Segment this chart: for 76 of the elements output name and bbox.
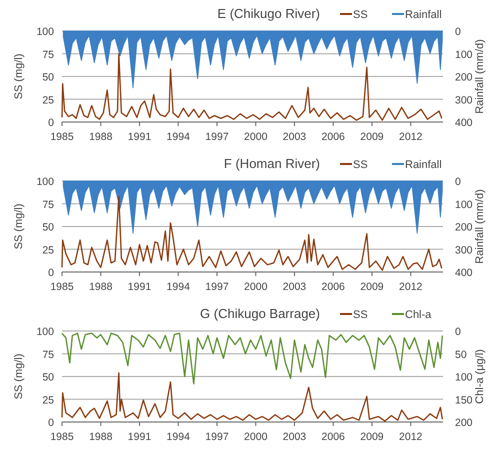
x-tick-label: 1997: [205, 281, 229, 293]
x-tick-label: 2006: [322, 281, 346, 293]
y-tick-label: 25: [42, 394, 54, 406]
chart-title: G (Chikugo Barrage): [200, 306, 320, 321]
x-tick-label: 2009: [360, 131, 384, 143]
y2-tick-label: 300: [455, 94, 473, 106]
y2-tick-label: 300: [455, 244, 473, 256]
y-tick-label: 75: [42, 198, 54, 211]
x-tick-label: 1994: [166, 431, 190, 443]
x-tick-label: 1991: [128, 431, 152, 443]
x-tick-label: 2003: [282, 131, 306, 143]
y2-axis-title: Rainfall (mm/d): [474, 189, 486, 264]
legend-label: SS: [353, 9, 368, 21]
y-tick-label: 50: [42, 72, 54, 84]
legend-label: Chl-a: [405, 309, 432, 321]
y-tick-label: 25: [42, 94, 54, 106]
x-tick-label: 2003: [282, 431, 306, 443]
y-axis-title: SS (mg/l): [13, 204, 25, 250]
y2-tick-label: 200: [455, 72, 473, 84]
x-tick-label: 1985: [50, 131, 74, 143]
line-series: [61, 332, 444, 384]
y2-tick-label: 400: [455, 117, 473, 129]
y-tick-label: 100: [36, 26, 54, 38]
x-tick-label: 1997: [205, 431, 229, 443]
legend-label: Rainfall: [405, 159, 442, 171]
x-tick-label: 2006: [322, 431, 346, 443]
y-tick-label: 50: [42, 222, 54, 234]
x-tick-label: 2009: [360, 431, 384, 443]
x-tick-label: 1988: [89, 281, 113, 293]
y2-tick-label: 100: [455, 48, 473, 61]
y2-tick-label: 100: [455, 198, 473, 211]
x-tick-label: 1988: [89, 131, 113, 143]
y-tick-label: 100: [36, 176, 54, 188]
y2-tick-label: 0: [455, 176, 461, 188]
x-tick-label: 2000: [244, 431, 268, 443]
y-tick-label: 0: [48, 117, 54, 129]
y-tick-label: 75: [42, 48, 54, 61]
legend-label: SS: [353, 309, 368, 321]
x-tick-label: 2003: [282, 281, 306, 293]
x-tick-label: 2012: [399, 431, 423, 443]
y2-tick-label: 100: [455, 372, 473, 384]
legend-label: SS: [353, 159, 368, 171]
x-tick-label: 1997: [205, 131, 229, 143]
x-tick-label: 1991: [128, 281, 152, 293]
y2-tick-label: 400: [455, 267, 473, 279]
y2-tick-label: 50: [455, 348, 467, 361]
legend-label: Rainfall: [405, 9, 442, 21]
y2-tick-label: 0: [455, 26, 461, 38]
x-tick-label: 2000: [244, 281, 268, 293]
y-tick-label: 0: [48, 267, 54, 279]
y-tick-label: 25: [42, 244, 54, 256]
y-axis-title: SS (mg/l): [13, 354, 25, 400]
x-tick-label: 2000: [244, 131, 268, 143]
x-tick-label: 1985: [50, 431, 74, 443]
x-tick-label: 2012: [399, 131, 423, 143]
y2-tick-label: 200: [455, 222, 473, 234]
y-tick-label: 75: [42, 348, 54, 361]
y2-tick-label: 0: [455, 326, 461, 338]
x-tick-label: 1985: [50, 281, 74, 293]
y2-axis-title: Rainfall (mm/d): [474, 39, 486, 114]
x-tick-label: 1994: [166, 131, 190, 143]
y2-axis-title: Chl-a (μg/l): [474, 349, 486, 404]
y2-tick-label: 200: [455, 417, 473, 429]
y2-tick-label: 150: [455, 394, 473, 406]
x-tick-label: 2009: [360, 281, 384, 293]
x-tick-label: 1994: [166, 281, 190, 293]
x-tick-label: 2006: [322, 131, 346, 143]
y-axis-title: SS (mg/l): [13, 54, 25, 100]
y-tick-label: 0: [48, 417, 54, 429]
chart-title: E (Chikugo River): [217, 6, 320, 21]
y-tick-label: 100: [36, 326, 54, 338]
x-tick-label: 1988: [89, 431, 113, 443]
x-tick-label: 1991: [128, 131, 152, 143]
chart-title: F (Homan River): [224, 156, 320, 171]
x-tick-label: 2012: [399, 281, 423, 293]
y-tick-label: 50: [42, 372, 54, 384]
